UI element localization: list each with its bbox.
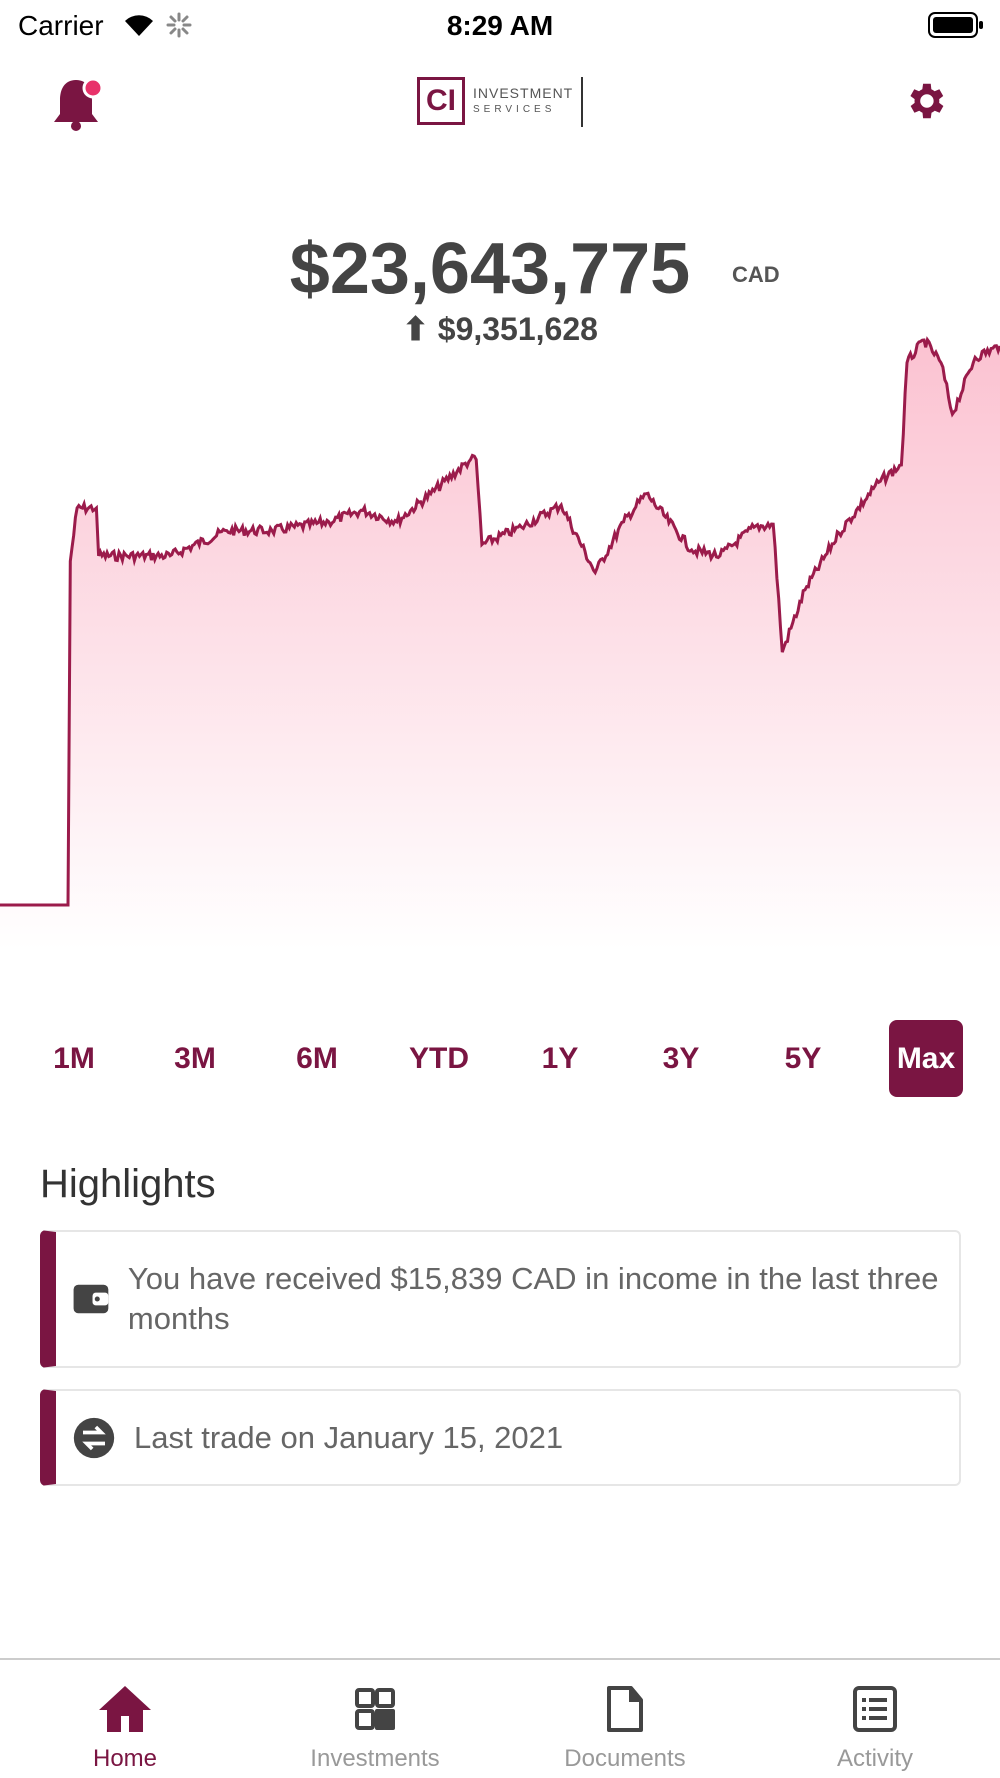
period-1m[interactable]: 1M xyxy=(53,1042,95,1075)
highlight-text: Last trade on January 15, 2021 xyxy=(134,1419,564,1455)
home-icon xyxy=(99,1686,151,1732)
chart-area-fill xyxy=(0,339,1000,950)
exchange-icon xyxy=(73,1417,115,1458)
battery-icon xyxy=(928,12,983,38)
tab-documents[interactable]: Documents xyxy=(500,1660,750,1773)
grid-icon xyxy=(355,1688,395,1730)
chart-series-line xyxy=(0,336,1000,907)
clock: 8:29 AM xyxy=(446,10,554,41)
highlight-card-income[interactable]: You have received $15,839 CAD in income … xyxy=(40,1230,961,1368)
tab-label: Home xyxy=(92,1745,158,1772)
period-ytd[interactable]: YTD xyxy=(409,1042,469,1075)
ci-logo: CI INVESTMENT SERVICES xyxy=(417,77,583,127)
period-max[interactable]: Max xyxy=(889,1020,963,1097)
period-1y[interactable]: 1Y xyxy=(541,1042,579,1075)
tab-investments[interactable]: Investments xyxy=(250,1660,500,1773)
tab-activity[interactable]: Activity xyxy=(750,1660,1000,1773)
highlight-card-trade[interactable]: Last trade on January 15, 2021 xyxy=(40,1389,961,1486)
highlights-title: Highlights xyxy=(40,1162,216,1206)
tab-label: Investments xyxy=(310,1745,440,1772)
arrow-up-icon: ⬆ xyxy=(402,311,429,347)
wifi-icon xyxy=(125,15,153,37)
document-icon xyxy=(607,1686,643,1732)
wallet-icon xyxy=(73,1284,109,1314)
tab-bar: Home Investments Documents Activity xyxy=(0,1658,1000,1778)
period-3m[interactable]: 3M xyxy=(174,1042,216,1075)
change-value: $9,351,628 xyxy=(437,311,598,347)
tab-label: Activity xyxy=(836,1745,913,1772)
period-6m[interactable]: 6M xyxy=(296,1042,338,1075)
settings-gear-icon[interactable] xyxy=(902,78,948,124)
highlight-text: You have received $15,839 CAD in income … xyxy=(127,1261,939,1336)
activity-spinner-icon xyxy=(166,12,192,38)
status-bar: Carrier 8:29 AM xyxy=(0,0,1000,52)
portfolio-change: ⬆ $9,351,628 xyxy=(0,310,1000,348)
tab-home[interactable]: Home xyxy=(0,1660,250,1773)
portfolio-total: $23,643,775 xyxy=(289,229,691,309)
period-5y[interactable]: 5Y xyxy=(784,1042,822,1075)
tab-label: Documents xyxy=(564,1745,686,1772)
currency-label: CAD xyxy=(732,262,780,287)
period-selector: 1M 3M 6M YTD 1Y 3Y 5Y Max xyxy=(0,1020,1000,1097)
portfolio-chart[interactable] xyxy=(0,300,1000,960)
list-icon xyxy=(853,1686,897,1732)
notification-bell-icon[interactable] xyxy=(50,74,106,132)
carrier-label: Carrier xyxy=(18,10,104,41)
period-3y[interactable]: 3Y xyxy=(662,1042,700,1075)
